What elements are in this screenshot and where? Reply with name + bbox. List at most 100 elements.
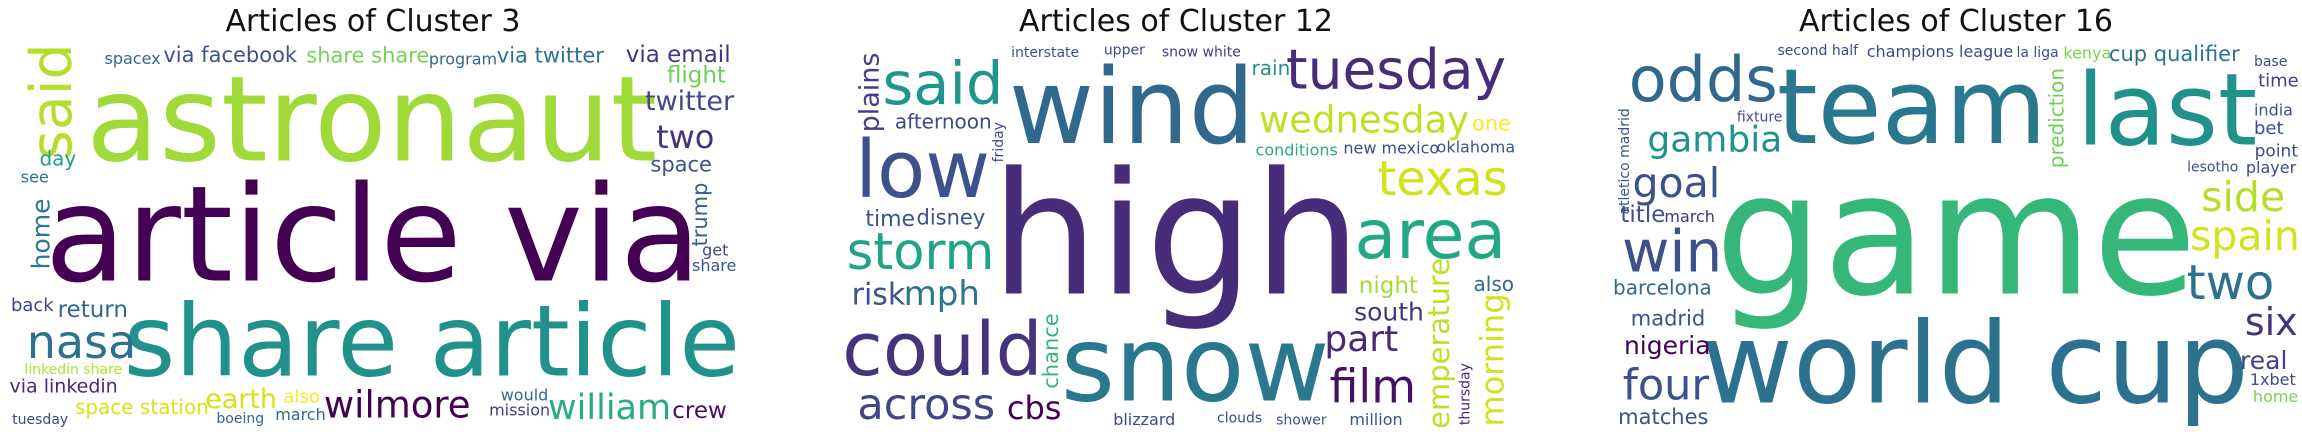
word: space (650, 152, 712, 176)
word: risk (852, 277, 906, 312)
word: interstate (1011, 45, 1079, 61)
word: gambia (1647, 119, 1782, 160)
word: new mexico (1343, 138, 1439, 157)
word: see (21, 168, 49, 187)
word: la liga (2017, 45, 2059, 61)
wordcloud-panel-2: Articles of Cluster 12 high snow wind wedne… (838, 0, 1514, 435)
word-cloud: game world cup team last odds win spain goal sid… (1614, 44, 2298, 427)
word: four (1623, 360, 1710, 410)
wordcloud-panel-3: Articles of Cluster 16 game world cup team… (1614, 0, 2298, 435)
word: disney (916, 205, 985, 229)
word: win (1622, 218, 1722, 286)
word: also (1474, 272, 1514, 296)
word: via linkedin (10, 376, 118, 398)
word: astronaut (86, 52, 657, 190)
word: day (39, 146, 76, 170)
word: clouds (1217, 411, 1262, 427)
word: could (842, 307, 1042, 393)
word: spacex (104, 49, 160, 68)
word: low (855, 124, 990, 216)
word: trump (688, 183, 712, 247)
word: conditions (1256, 141, 1338, 160)
word: across (857, 380, 995, 427)
word: odds (1629, 44, 1778, 116)
word: storm (847, 223, 995, 282)
word: base (2254, 54, 2287, 70)
word: home (2253, 387, 2298, 406)
word: flight (667, 62, 726, 88)
word: home (27, 199, 56, 270)
word: via email (626, 44, 731, 68)
word: second half (1777, 44, 1859, 59)
word: cup qualifier (2109, 44, 2240, 66)
word: part (1324, 319, 1398, 360)
wordcloud-panel-1: Articles of Cluster 3 article via share a… (10, 0, 736, 435)
word: bet (2254, 118, 2284, 139)
word: article via (45, 159, 702, 313)
word: tuesday (1286, 44, 1506, 101)
word: snow white (1162, 44, 1241, 60)
word: share (692, 256, 736, 275)
word: earth (205, 384, 277, 415)
word: thursday (1457, 363, 1473, 425)
word: lesotho (2187, 160, 2238, 176)
word: world cup (1701, 299, 2249, 427)
panel-title: Articles of Cluster 3 (225, 4, 521, 39)
word: nigeria (1624, 331, 1711, 360)
word: upper (1104, 44, 1145, 58)
word: night (1359, 273, 1418, 299)
word: temperature (1422, 258, 1456, 427)
word: cbs (1007, 389, 1062, 427)
word: shower (1276, 412, 1327, 427)
word: march (275, 405, 326, 424)
word: two (656, 118, 714, 156)
word: 1xbet (2250, 370, 2296, 389)
word: space station (75, 395, 209, 419)
word: matches (1618, 405, 1708, 427)
word: boeing (216, 411, 264, 427)
word: said (883, 49, 1004, 118)
word: game (1715, 137, 2197, 335)
word: six (2245, 300, 2298, 344)
word: share share (306, 44, 429, 68)
word: area (1354, 196, 1506, 275)
word: via facebook (163, 44, 298, 67)
word-cloud: high snow wind wednesday could area storm low tu… (838, 44, 1514, 427)
word: oklahoma (1437, 137, 1514, 156)
word: mph (904, 274, 980, 314)
word: share article (124, 285, 736, 400)
word: player (2246, 158, 2297, 177)
word: title (1620, 202, 1665, 228)
word: texas (1377, 151, 1507, 207)
word: high (991, 137, 1362, 335)
word: prediction (2044, 68, 2068, 168)
word: time (2258, 70, 2298, 91)
word: time (865, 207, 915, 232)
word: back (11, 295, 54, 316)
word: million (1349, 410, 1402, 427)
word: spain (2190, 212, 2298, 260)
word: barcelona (1614, 276, 1712, 300)
word: morning (1473, 293, 1511, 426)
word: one (1472, 112, 1511, 136)
word: blizzard (1113, 410, 1175, 427)
word: champions league (1867, 44, 2014, 61)
panel-title: Articles of Cluster 12 (1018, 4, 1334, 39)
word: madrid (1631, 306, 1705, 330)
word: crew (672, 398, 727, 424)
word: team (1777, 46, 2047, 168)
word: point (2255, 142, 2298, 162)
word: rain (1252, 56, 1291, 80)
word: said (19, 44, 85, 160)
word: real (2240, 346, 2287, 375)
word: film (1329, 360, 1416, 414)
word: last (2077, 51, 2257, 168)
word: get (702, 240, 728, 259)
word: afternoon (895, 109, 992, 133)
word: twitter (645, 86, 735, 117)
word: william (548, 388, 671, 427)
word: march (1664, 207, 1715, 226)
word-cloud: article via share article astronaut nasa sai… (10, 44, 736, 427)
panel-title: Articles of Cluster 16 (1798, 4, 2114, 39)
word: fixture (1737, 110, 1783, 126)
